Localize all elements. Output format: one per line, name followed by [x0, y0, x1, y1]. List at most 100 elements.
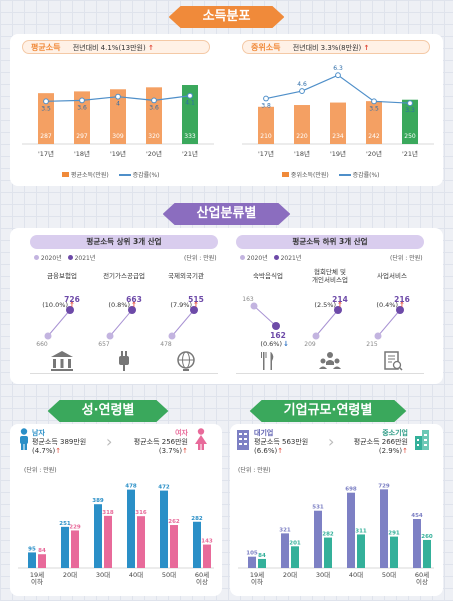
tick-label: '21년 [402, 149, 418, 158]
large-firm-arrow: ↑ [277, 447, 284, 455]
male-income: 평균소득 389만원 [32, 438, 87, 446]
legend-2021-label: 2021년 [74, 255, 96, 262]
bar-value-label: 309 [112, 133, 124, 140]
avg-bar-legend-label: 평균소득(만원) [70, 172, 109, 179]
bar-중소기업 [291, 546, 299, 568]
industry-change-marks: 163 162(0.6%) ↓ [242, 296, 289, 348]
avg-income-chart: 287 '17년 297 '18년 309 '19년 320 '20년 333 '21년 3.5 3.… [22, 85, 214, 158]
gender-unit: (단위 : 만원) [24, 467, 57, 474]
industry-bottom-legend: 2020년 2021년 [240, 253, 301, 262]
bar-value-label: 234 [332, 133, 344, 140]
industry-section-banner: 산업분류별 [163, 203, 291, 225]
bar-value-label: 262 [168, 519, 180, 525]
bar-value-label: 320 [148, 133, 160, 140]
rate-label: (10.0%) [42, 301, 68, 309]
rate-value-label: 4.6 [297, 81, 307, 88]
bar-value-label: 287 [40, 133, 52, 140]
change-line [377, 309, 401, 337]
industry-bottom-unit: (단위 : 만원) [390, 255, 423, 262]
bar [38, 93, 54, 144]
tick-label: 30대 [96, 571, 110, 579]
tick-label: 이상 [196, 577, 208, 586]
tick-label: '21년 [182, 149, 198, 158]
down-arrow: ↓ [283, 340, 289, 348]
legend-2021-label: 2021년 [280, 255, 302, 262]
legend-2020-dot [34, 255, 39, 260]
rate-label: (2.5%) [314, 301, 336, 309]
bar-중소기업 [258, 558, 266, 568]
change-line [171, 309, 195, 337]
bar-여자 [137, 516, 145, 568]
bar-value-label: 220 [296, 133, 308, 140]
value-2020-dot [44, 332, 52, 340]
bar-value-label: 454 [411, 513, 423, 519]
tick-label: 20대 [63, 571, 77, 579]
bar-여자 [38, 554, 46, 568]
rate-point [115, 93, 121, 100]
rate-value-label: 3.3 [405, 107, 415, 114]
avg-income-legend: 평균소득(만원) 증감률(%) [62, 170, 160, 179]
bar-여자 [71, 530, 79, 568]
median-income-arrow: ↑ [363, 44, 370, 52]
rate-point [263, 95, 269, 102]
value-2020-dot [250, 302, 258, 310]
value-2020-label: 657 [98, 341, 110, 348]
rate-line [265, 74, 411, 104]
bar-value-label: 333 [184, 133, 196, 140]
bar-value-label: 729 [378, 483, 390, 489]
bar-여자 [104, 515, 112, 568]
tick-label: 40대 [129, 571, 143, 579]
median-income-header: 중위소득 전년대비 3.3%(8만원) ↑ [242, 40, 430, 54]
bar-대기업 [314, 510, 322, 568]
bar [110, 89, 126, 144]
tick-label: '17년 [38, 149, 54, 158]
bar [74, 91, 90, 144]
bar-value-label: 389 [92, 498, 104, 504]
female-label: 여자 [175, 429, 188, 437]
rate-value-label: 3.6 [77, 104, 87, 111]
industry-top-header: 평균소득 상위 3개 산업 [30, 235, 218, 249]
bar [146, 87, 162, 144]
rate-point [335, 72, 341, 79]
male-rate: (4.7%) [32, 447, 56, 455]
bar-중소기업 [357, 534, 365, 568]
industry-name: 금융보험업 [47, 272, 77, 280]
industry-bottom-header: 평균소득 하위 3개 산업 [236, 235, 424, 249]
bar-남자 [193, 521, 201, 568]
tick-label: '18년 [294, 149, 310, 158]
bar [330, 102, 346, 144]
firm-unit: (단위 : 만원) [238, 467, 271, 474]
value-2021-dot [128, 306, 136, 314]
sme-rate: (2.9%) [378, 447, 403, 455]
industry-change-marks: 215 216(0.4%) ↑ [366, 295, 410, 348]
icon-baseline [30, 373, 218, 374]
tick-label: 60세 [195, 570, 209, 579]
bar-value-label: 531 [312, 505, 324, 511]
gender-age-section-banner: 성·연령별 [48, 400, 169, 422]
change-line [253, 305, 277, 327]
tick-label: '18년 [74, 149, 90, 158]
change-line [109, 309, 133, 337]
value-2020-label: 215 [366, 341, 378, 348]
avg-bar-legend-swatch [62, 172, 69, 177]
bar-value-label: 251 [59, 521, 71, 527]
female-icon [194, 428, 208, 450]
bar-value-label: 84 [258, 553, 266, 559]
median-bar-legend-label: 중위소득(만원) [290, 172, 329, 179]
legend-2020-label: 2020년 [40, 255, 62, 262]
bar-value-label: 143 [201, 539, 213, 545]
bar-남자 [94, 504, 102, 568]
tick-label: 19세 [250, 570, 264, 579]
rate-value-label: 6.3 [333, 65, 343, 72]
female-summary: 여자 평균소득 256만원 (3.7%)↑ [124, 429, 188, 456]
value-2020-dot [168, 332, 176, 340]
bar [182, 85, 198, 144]
industry-top-legend: 2020년 2021년 [34, 253, 95, 262]
bar [402, 99, 418, 144]
icon-baseline [236, 373, 424, 374]
up-arrow: ↑ [131, 301, 137, 309]
bar-여자 [203, 544, 211, 568]
firm-age-section-banner: 기업규모·연령별 [250, 400, 407, 422]
